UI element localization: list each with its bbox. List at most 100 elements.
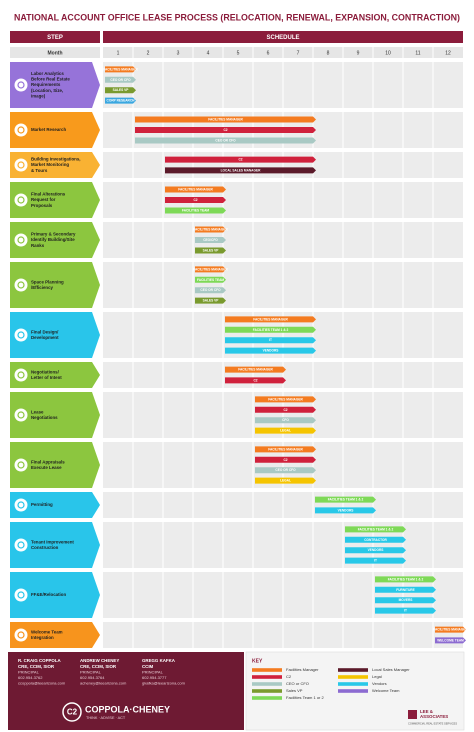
role-bar: [225, 366, 286, 373]
key-swatch: [338, 689, 368, 693]
step-heading: STEP: [47, 35, 63, 41]
step-label: Permitting: [31, 502, 53, 507]
month-number: 2: [147, 50, 150, 56]
step-icon-glyph: [17, 196, 25, 204]
role-label: C2: [253, 378, 257, 382]
step-arrow: [10, 362, 100, 388]
month-number: 3: [177, 50, 180, 56]
role-label: CEO OR CFO: [215, 139, 236, 143]
footer-panel: [8, 652, 244, 730]
role-label: FACILITIES MANAGER: [253, 317, 288, 321]
role-label: FACILITIES TEAM 1 & 2: [253, 328, 289, 332]
role-label: VENDORS: [368, 548, 384, 552]
step-label: Execute Lease: [31, 465, 62, 470]
month-number: 4: [207, 50, 210, 56]
step-icon-glyph: [17, 126, 25, 134]
role-label: WELCOME TEAM: [437, 638, 464, 642]
step-label: Image): [31, 93, 46, 98]
role-label: SALES VP: [113, 88, 130, 92]
step-icon: [14, 538, 28, 552]
contact-detail: ccoppola@leearizona.com: [18, 680, 66, 685]
role-bar: [255, 406, 316, 413]
step-icon-glyph: [17, 281, 25, 289]
role-label: FACILITIES MANAGER: [103, 67, 138, 71]
role-bar: [435, 626, 466, 633]
role-label: CEO OR CFO: [110, 78, 131, 82]
role-bar: [225, 377, 286, 384]
role-label: IT: [404, 609, 407, 613]
key-label: Vendors: [372, 681, 387, 686]
step-icon-glyph: [17, 411, 25, 419]
role-label: C2: [193, 198, 197, 202]
role-bar: [195, 237, 226, 243]
step-label: Letter of Intent: [31, 375, 62, 380]
key-swatch: [338, 675, 368, 679]
role-label: IT: [269, 338, 272, 342]
page-title: NATIONAL ACCOUNT OFFICE LEASE PROCESS (R…: [14, 12, 460, 22]
contact-detail: 602.954.3777: [142, 675, 167, 680]
role-label: IT: [374, 559, 377, 563]
role-bar: [165, 207, 226, 214]
role-bar: [345, 526, 406, 533]
contact-name: ANDREW CHENEY: [80, 658, 119, 663]
contact-name: GREGG KAFKA: [142, 658, 176, 663]
logo-name: COPPOLA·CHENEY: [85, 704, 170, 714]
key-swatch: [338, 682, 368, 686]
step-icon-glyph: [17, 461, 25, 469]
month-number: 8: [327, 50, 330, 56]
step-label: Proposals: [31, 203, 53, 208]
role-label: FACILITIES MANAGER: [193, 228, 228, 232]
brand-name: ASSOCIATES: [420, 714, 448, 719]
key-label: Local Sales Manager: [372, 667, 410, 672]
contact-detail: 602.954.3764: [80, 675, 105, 680]
role-label: FURNITURE: [396, 588, 414, 592]
role-label: CEO/CFO: [203, 238, 218, 242]
step-label: Identify Building/Site: [31, 237, 75, 242]
step-arrow: [10, 622, 100, 648]
step-label: Construction: [31, 545, 59, 550]
month-number: 12: [445, 50, 451, 56]
step-icon-glyph: [17, 631, 25, 639]
role-bar: [165, 197, 226, 203]
role-label: SALES VP: [203, 249, 220, 253]
step-icon-glyph: [17, 331, 25, 339]
step-icon: [14, 78, 28, 92]
contact-detail: PRINCIPAL: [80, 669, 102, 674]
role-bar: [195, 297, 226, 304]
step-icon: [14, 458, 28, 472]
step-icon-glyph: [17, 236, 25, 244]
role-label: FACILITIES TEAM 1 & 2: [328, 498, 364, 502]
role-bar: [255, 456, 316, 463]
step-label: Tenant Improvement: [31, 539, 74, 544]
month-number: 9: [357, 50, 360, 56]
role-label: FACILITIES TEAM: [182, 209, 209, 213]
role-label: C2: [283, 458, 287, 462]
month-number: 11: [415, 50, 420, 56]
contact-name: R. CRAIG COPPOLA: [18, 658, 62, 663]
role-label: LEGAL: [280, 479, 291, 483]
role-label: FACILITIES MANAGER: [208, 118, 243, 122]
role-bar: [105, 87, 136, 94]
role-bar: [375, 576, 436, 583]
role-label: FACILITIES TEAM 1 & 2: [358, 527, 394, 531]
step-arrow: [10, 152, 100, 178]
step-label: Market Research: [31, 127, 66, 132]
step-arrow: [10, 522, 100, 568]
role-bar: [105, 97, 136, 104]
step-label: Negotiations: [31, 415, 58, 420]
key-swatch: [252, 682, 282, 686]
step-icon: [14, 233, 28, 247]
key-label: Facilities Team 1 or 2: [286, 695, 324, 700]
role-bar: [225, 337, 316, 344]
step-icon-glyph: [17, 501, 25, 509]
role-label: VENDORS: [338, 508, 354, 512]
key-swatch: [252, 689, 282, 693]
role-bar: [255, 446, 316, 453]
role-label: CEO OR CFO: [200, 288, 221, 292]
month-number: 10: [385, 50, 391, 56]
schedule-heading: SCHEDULE: [266, 35, 299, 41]
role-bar: [225, 326, 316, 333]
logo-mark: C2: [67, 708, 78, 717]
role-bar: [345, 547, 406, 554]
